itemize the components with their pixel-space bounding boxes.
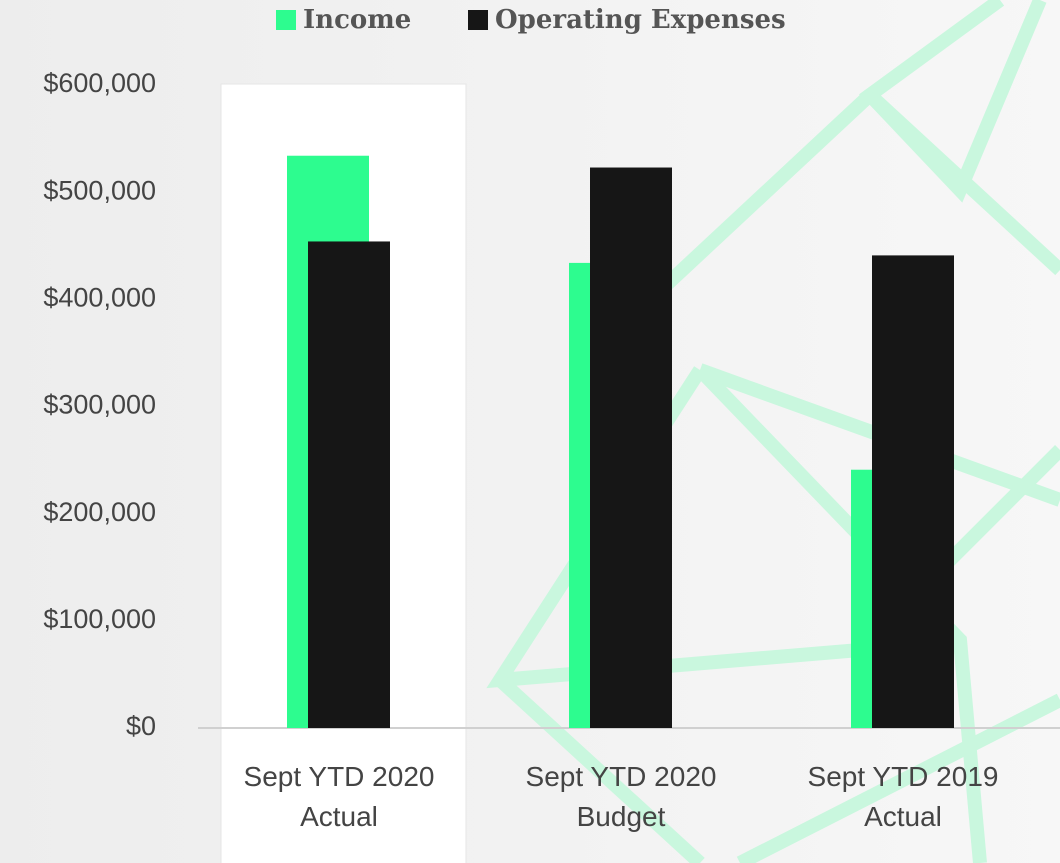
bar xyxy=(308,241,390,729)
bar xyxy=(590,167,672,729)
y-tick-label: $300,000 xyxy=(43,390,156,420)
y-tick-label: $600,000 xyxy=(43,68,156,98)
legend-label: Operating Expenses xyxy=(495,5,786,35)
y-tick-label: $100,000 xyxy=(43,604,156,634)
legend-label: Income xyxy=(303,5,411,35)
x-tick-label: Sept YTD 2020 Budget xyxy=(525,761,717,832)
legend-swatch xyxy=(468,10,488,30)
legend-swatch xyxy=(276,10,296,30)
x-tick-label: Sept YTD 2019 Actual xyxy=(807,761,999,832)
y-tick-label: $200,000 xyxy=(43,497,156,527)
y-tick-label: $400,000 xyxy=(43,282,156,312)
y-tick-label: $0 xyxy=(126,711,156,741)
bar xyxy=(872,255,954,728)
y-tick-label: $500,000 xyxy=(43,175,156,205)
x-tick-label: Sept YTD 2020 Actual xyxy=(243,761,435,832)
